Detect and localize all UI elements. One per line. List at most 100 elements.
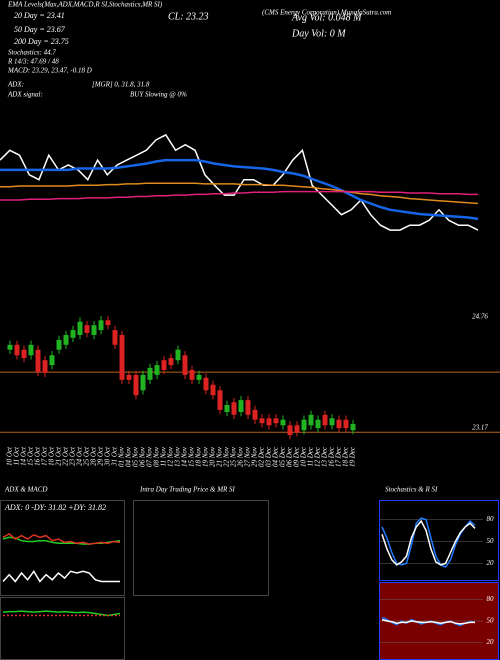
- x-tick-label: 09 Dec: [293, 446, 301, 467]
- panel-subtitle: ADX: 0 -DY: 31.82 +DY: 31.82: [4, 503, 106, 512]
- x-tick-label: 18 Oct: [48, 446, 56, 466]
- series-line: [0, 182, 479, 205]
- x-tick-label: 03 Dec: [265, 446, 273, 467]
- candle-body: [56, 339, 62, 350]
- candle-body: [21, 349, 27, 359]
- x-tick-label: 26 Nov: [237, 446, 245, 467]
- candle-body: [266, 418, 272, 426]
- candle-body: [280, 419, 286, 426]
- intraday-title: Intra Day Trading Price & MR SI: [139, 486, 236, 494]
- candle-body: [7, 344, 13, 350]
- candle-body: [301, 419, 307, 431]
- candle-body: [182, 355, 188, 375]
- x-tick-label: 28 Oct: [90, 446, 98, 466]
- candle-body: [119, 335, 125, 380]
- macd-label: MACD: 23.29, 23.47, -0.18 D: [7, 67, 92, 75]
- candle-body: [217, 390, 223, 410]
- candle-body: [196, 374, 202, 380]
- candle-body: [112, 330, 118, 345]
- series-line: [381, 618, 475, 625]
- x-tick-label: 05 Dec: [279, 446, 287, 467]
- x-tick-label: 06 Nov: [139, 446, 147, 467]
- x-tick-label: 13 Dec: [321, 446, 329, 467]
- candle-body: [336, 419, 342, 429]
- adx-value: [MGR] 0, 31.8, 31.8: [92, 81, 150, 89]
- candle-body: [154, 365, 160, 375]
- y-tick-label: 24.76: [472, 312, 488, 320]
- x-tick-label: 29 Nov: [251, 446, 259, 467]
- x-tick-label: 07 Nov: [146, 446, 154, 467]
- adx-frame: [0, 500, 125, 596]
- x-tick-label: 21 Oct: [55, 446, 63, 466]
- x-tick-label: 16 Dec: [328, 446, 336, 467]
- candle-body: [252, 409, 258, 420]
- candle-body: [98, 320, 104, 331]
- candle-body: [175, 349, 181, 361]
- x-tick-label: 13 Nov: [174, 446, 182, 467]
- candle-body: [28, 344, 34, 356]
- y-tick-label: 80: [487, 595, 495, 603]
- candle-body: [77, 321, 83, 335]
- x-tick-label: 27 Nov: [244, 446, 252, 467]
- x-tick-label: 15 Nov: [188, 446, 196, 467]
- x-tick-label: 19 Dec: [349, 446, 357, 467]
- series-line: [381, 519, 476, 566]
- candle-body: [84, 325, 90, 333]
- panel-title: ADX & MACD: [4, 486, 47, 494]
- x-tick-label: 15 Oct: [27, 446, 35, 466]
- x-tick-label: 22 Nov: [223, 446, 231, 467]
- candle-body: [231, 402, 237, 415]
- series-line: [0, 133, 479, 231]
- candle-body: [315, 419, 321, 429]
- y-tick-label: 20: [487, 559, 495, 567]
- x-tick-label: 11 Nov: [160, 446, 168, 466]
- candle-body: [308, 414, 314, 426]
- x-tick-label: 14 Oct: [20, 446, 28, 466]
- candle-body: [350, 423, 356, 431]
- y-tick-label: 50: [487, 537, 495, 545]
- x-tick-label: 20 Nov: [209, 446, 217, 467]
- y-tick-label: 20: [487, 638, 495, 646]
- x-tick-label: 08 Nov: [153, 446, 161, 467]
- x-tick-label: 16 Oct: [34, 446, 42, 466]
- stoch-label: Stochastics: 44.7: [8, 49, 56, 57]
- candle-body: [133, 374, 139, 396]
- candle-body: [189, 370, 195, 380]
- stoch-frame: [379, 500, 499, 581]
- day-vol: Day Vol: 0 M: [291, 28, 346, 39]
- x-tick-label: 02 Dec: [258, 446, 266, 467]
- ma20-label: 20 Day = 23.41: [14, 11, 65, 20]
- x-tick-label: 11 Dec: [307, 446, 315, 466]
- x-tick-label: 10 Dec: [300, 446, 308, 467]
- x-tick-label: 18 Dec: [342, 446, 350, 467]
- y-tick-label: 23.17: [472, 424, 488, 432]
- candle-body: [287, 425, 293, 436]
- x-tick-label: 25 Nov: [230, 446, 238, 467]
- candle-body: [210, 384, 216, 396]
- candle-body: [322, 414, 328, 426]
- candle-body: [42, 360, 48, 373]
- candle-body: [294, 425, 300, 433]
- x-tick-label: 04 Dec: [272, 446, 280, 467]
- series-line: [0, 190, 478, 201]
- series-line: [0, 158, 479, 221]
- series-line: [2, 610, 121, 617]
- adx-label: ADX:: [7, 81, 24, 89]
- candle-body: [161, 360, 167, 370]
- x-tick-label: 11 Oct: [13, 446, 21, 465]
- brand: (CMS Energy Corporation) MunafaSutra.com: [262, 9, 391, 17]
- ma200-label: 200 Day = 23.75: [14, 37, 69, 46]
- candle-body: [224, 405, 230, 412]
- candle-body: [273, 418, 279, 424]
- candle-body: [105, 320, 111, 326]
- candle-body: [91, 325, 97, 335]
- candle-body: [140, 374, 146, 391]
- intraday-frame: [133, 500, 269, 596]
- x-tick-label: 01 Nov: [118, 446, 126, 467]
- candle-body: [329, 418, 335, 426]
- y-tick-label: 50: [487, 617, 495, 625]
- x-tick-label: 24 Oct: [76, 446, 84, 466]
- x-tick-label: 31 Oct: [111, 446, 119, 467]
